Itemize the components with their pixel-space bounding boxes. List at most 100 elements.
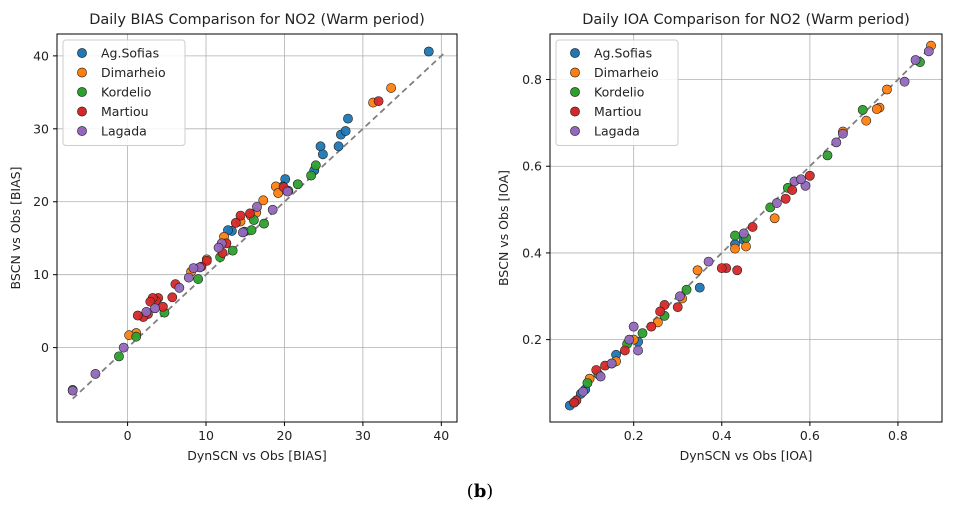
- data-point: [861, 115, 872, 126]
- data-point: [333, 141, 344, 152]
- y-tick-label: 0.8: [522, 72, 542, 87]
- y-tick-label: 0.4: [522, 245, 542, 260]
- data-point: [343, 113, 353, 124]
- data-point: [694, 282, 705, 293]
- data-point: [882, 84, 892, 95]
- legend-marker: [77, 48, 87, 58]
- y-axis-label: BSCN vs Obs [BIAS]: [8, 167, 23, 290]
- series-lagada: [578, 46, 934, 397]
- series-kordelio: [67, 160, 321, 395]
- data-point: [923, 46, 934, 57]
- data-point: [741, 241, 751, 252]
- data-point: [606, 358, 617, 369]
- legend-label: Lagada: [594, 124, 640, 139]
- data-point: [780, 193, 791, 204]
- data-point: [692, 265, 703, 276]
- caption-open: (: [466, 481, 474, 502]
- data-point: [703, 256, 714, 267]
- data-point: [183, 272, 194, 283]
- x-axis-label: DynSCN vs Obs [IOA]: [680, 448, 813, 463]
- data-point: [716, 263, 727, 274]
- y-tick-label: 0: [41, 340, 49, 355]
- legend-label: Dimarheio: [101, 65, 166, 80]
- data-point: [804, 170, 815, 181]
- data-point: [258, 195, 269, 206]
- data-point: [595, 371, 606, 382]
- caption-close: ): [486, 481, 494, 502]
- x-tick-label: 10: [198, 428, 214, 443]
- data-point: [167, 292, 178, 303]
- series-lagada: [67, 186, 293, 396]
- data-point: [373, 96, 384, 106]
- y-tick-label: 30: [33, 121, 49, 136]
- legend: Ag.Sofias Dimarheio Kordelio Martiou Lagada: [62, 39, 186, 146]
- x-tick-label: 30: [355, 428, 371, 443]
- figure-caption: (b): [0, 481, 960, 502]
- x-tick-label: 0.8: [888, 428, 908, 443]
- data-point: [769, 213, 780, 224]
- legend-box: [555, 39, 679, 146]
- data-point: [624, 334, 635, 345]
- data-point: [90, 368, 101, 379]
- data-point: [628, 321, 639, 332]
- data-point: [340, 126, 351, 136]
- data-point: [114, 351, 124, 362]
- data-point: [910, 55, 921, 65]
- legend-label: Lagada: [101, 124, 147, 139]
- y-axis-label: BSCN vs Obs [IOA]: [496, 170, 511, 286]
- data-point: [582, 378, 593, 388]
- legend-label: Dimarheio: [594, 65, 659, 80]
- legend-marker: [570, 87, 580, 97]
- legend-box: [62, 39, 186, 146]
- data-point: [730, 230, 740, 241]
- data-point: [796, 174, 806, 185]
- x-tick-label: 0.4: [712, 428, 732, 443]
- plot-frame: [549, 33, 943, 423]
- data-point: [246, 225, 257, 236]
- x-tick-label: 20: [276, 428, 292, 443]
- data-point: [245, 208, 255, 219]
- series-martiou: [569, 170, 815, 408]
- legend-marker: [570, 48, 580, 58]
- data-point: [423, 46, 434, 57]
- y-tick-label: 0.2: [522, 332, 542, 347]
- y-tick-label: 20: [33, 194, 49, 209]
- legend-label: Kordelio: [594, 85, 644, 100]
- legend-marker: [77, 126, 87, 136]
- data-point: [681, 284, 692, 295]
- y-tick-label: 40: [33, 48, 49, 63]
- chart-title: Daily IOA Comparison for NO2 (Warm perio…: [582, 12, 910, 28]
- data-point: [132, 310, 143, 321]
- data-point: [732, 265, 743, 276]
- data-point: [282, 186, 293, 197]
- data-point: [237, 227, 248, 238]
- data-point: [899, 76, 910, 87]
- data-point: [578, 386, 588, 397]
- y-tick-label: 0.6: [522, 159, 542, 174]
- data-point: [857, 104, 868, 115]
- data-point: [150, 303, 160, 314]
- legend-label: Martiou: [101, 104, 149, 119]
- data-point: [188, 263, 199, 274]
- data-point: [141, 306, 152, 317]
- data-point: [230, 217, 241, 228]
- data-point: [174, 282, 185, 293]
- legend-label: Kordelio: [101, 85, 151, 100]
- data-point: [672, 302, 683, 313]
- x-tick-label: 40: [433, 428, 449, 443]
- legend-label: Martiou: [594, 104, 642, 119]
- legend-label: Ag.Sofias: [101, 46, 159, 61]
- data-point: [871, 104, 882, 114]
- data-point: [619, 345, 630, 356]
- data-point: [837, 128, 848, 139]
- data-point: [131, 331, 142, 342]
- legend-marker: [570, 106, 580, 117]
- chart-title: Daily BIAS Comparison for NO2 (Warm peri…: [89, 12, 425, 28]
- data-point: [730, 243, 740, 254]
- plot-frame: [56, 33, 458, 423]
- data-point: [633, 345, 643, 356]
- data-point: [235, 210, 246, 221]
- legend-marker: [570, 126, 580, 136]
- data-point: [675, 291, 685, 302]
